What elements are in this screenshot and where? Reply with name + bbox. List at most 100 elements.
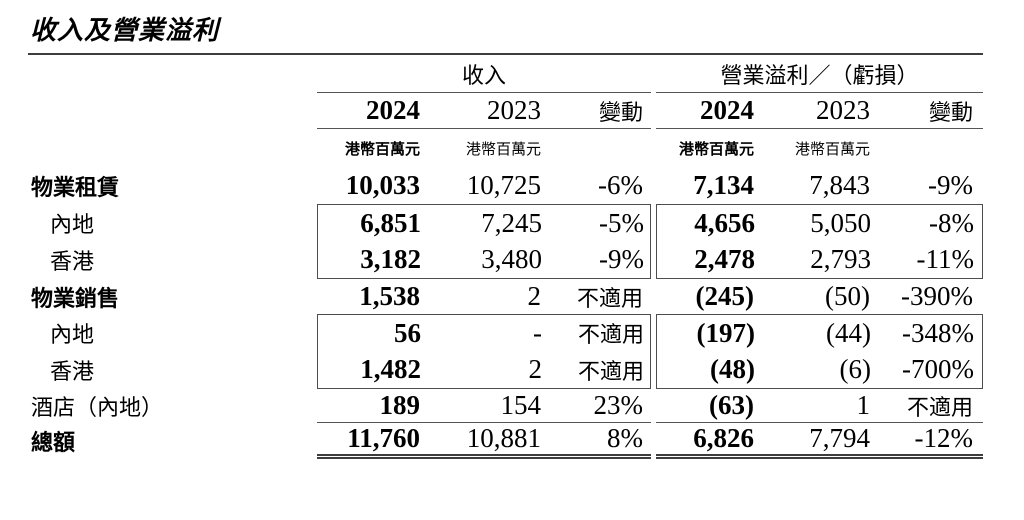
group-header-row: 收入 營業溢利／（虧損） — [28, 55, 983, 93]
profit-change-value: -9% — [928, 170, 973, 200]
group-header-profit: 營業溢利／（虧損） — [656, 55, 983, 93]
row-label: 內地 — [50, 211, 95, 237]
row-label: 香港 — [50, 249, 95, 274]
revenue-cells: 1,538 2 不適用 — [317, 279, 651, 314]
empty-cell — [870, 129, 983, 167]
revenue-cells: 3,182 3,480 -9% — [317, 241, 651, 279]
row-label: 內地 — [50, 321, 95, 347]
spacer-cell — [28, 55, 317, 93]
revenue-cells: 189 154 23% — [317, 389, 651, 422]
profit-cells: 4,656 5,050 -8% — [656, 204, 983, 241]
financial-table: 收入 營業溢利／（虧損） 2024 2023 變動 2024 2023 變動 港… — [28, 53, 983, 459]
revenue-2023-value: 3,480 — [481, 244, 542, 274]
header-revenue-2024: 2024 — [366, 95, 420, 125]
revenue-2023-value: 2 — [527, 281, 542, 311]
profit-2023-value: 7,843 — [809, 170, 870, 200]
row-label: 物業租賃 — [31, 174, 120, 200]
profit-2023-value: (6) — [839, 354, 871, 384]
revenue-2024-value: 11,760 — [347, 423, 420, 453]
revenue-2023-value: 7,245 — [481, 207, 542, 238]
profit-2023-value: 1 — [856, 390, 871, 420]
table-row-total: 總額 11,760 10,881 8% 6,826 7,794 -12% — [28, 422, 983, 459]
profit-cells: (63) 1 不適用 — [656, 389, 983, 422]
table-row-sales-mainland: 內地 56 - 不適用 (197) (44) -348% — [28, 314, 983, 351]
profit-cells: (48) (6) -700% — [656, 351, 983, 389]
profit-change-value: -348% — [902, 317, 974, 348]
page-title: 收入及營業溢利 — [30, 16, 220, 45]
profit-2023-value: (50) — [825, 281, 870, 311]
spacer-cell — [28, 129, 317, 167]
unit-revenue-2024: 港幣百萬元 — [344, 141, 420, 158]
unit-revenue-2023: 港幣百萬元 — [465, 141, 541, 158]
row-label: 香港 — [50, 359, 95, 384]
group-header-revenue: 收入 — [317, 55, 651, 93]
row-label: 物業銷售 — [31, 285, 120, 311]
revenue-2024-value: 189 — [379, 390, 421, 420]
table-row-property-leasing: 物業租賃 10,033 10,725 -6% 7,134 7,843 -9% — [28, 167, 983, 204]
profit-2024-value: (63) — [709, 390, 754, 420]
profit-2024-value: (197) — [696, 317, 755, 348]
revenue-cells: 10,033 10,725 -6% — [317, 167, 651, 204]
year-header-row: 2024 2023 變動 2024 2023 變動 — [28, 93, 983, 129]
revenue-2023-value: - — [533, 317, 542, 348]
profit-2023-value: 7,794 — [809, 423, 870, 453]
revenue-change-value: 不適用 — [577, 322, 644, 347]
revenue-cells: 1,482 2 不適用 — [317, 351, 651, 389]
revenue-2023-value: 154 — [500, 390, 542, 420]
revenue-cells: 11,760 10,881 8% — [317, 422, 651, 459]
revenue-2023-value: 2 — [528, 354, 543, 384]
revenue-change-value: 8% — [607, 423, 643, 453]
header-profit-2023: 2023 — [816, 95, 870, 125]
profit-change-value: -8% — [929, 207, 974, 238]
revenue-cells: 56 - 不適用 — [317, 314, 651, 351]
profit-change-value: -700% — [902, 354, 974, 384]
empty-cell — [541, 129, 651, 167]
revenue-change-value: 不適用 — [577, 358, 644, 384]
profit-change-value: -390% — [901, 281, 973, 311]
revenue-2023-value: 10,881 — [466, 423, 541, 453]
row-label: 總額 — [31, 429, 76, 455]
revenue-2024-value: 6,851 — [360, 207, 421, 238]
table-row-leasing-mainland: 內地 6,851 7,245 -5% 4,656 5,050 -8% — [28, 204, 983, 241]
header-profit-2024: 2024 — [700, 95, 754, 125]
table-row-leasing-hongkong: 香港 3,182 3,480 -9% 2,478 2,793 -11% — [28, 241, 983, 279]
profit-2023-value: (44) — [826, 317, 871, 348]
unit-profit-2023: 港幣百萬元 — [794, 141, 870, 158]
profit-2024-value: (245) — [695, 281, 754, 311]
profit-cells: (197) (44) -348% — [656, 314, 983, 351]
revenue-change-value: -5% — [599, 207, 644, 238]
profit-change-value: -12% — [914, 423, 973, 453]
revenue-cells: 6,851 7,245 -5% — [317, 204, 651, 241]
profit-2024-value: 7,134 — [693, 170, 754, 200]
profit-units: 港幣百萬元 港幣百萬元 — [656, 129, 983, 167]
profit-cells: 6,826 7,794 -12% — [656, 422, 983, 459]
revenue-year-headers: 2024 2023 變動 — [317, 93, 651, 129]
profit-2024-value: (48) — [710, 354, 755, 384]
header-revenue-change: 變動 — [598, 99, 643, 125]
profit-2023-value: 5,050 — [810, 207, 871, 238]
unit-row: 港幣百萬元 港幣百萬元 港幣百萬元 港幣百萬元 — [28, 129, 983, 167]
header-revenue-2023: 2023 — [487, 95, 541, 125]
unit-profit-2024: 港幣百萬元 — [678, 141, 754, 158]
table-row-sales-hongkong: 香港 1,482 2 不適用 (48) (6) -700% — [28, 351, 983, 389]
profit-2024-value: 4,656 — [694, 207, 755, 238]
table-row-hotels-mainland: 酒店（內地） 189 154 23% (63) 1 不適用 — [28, 389, 983, 422]
profit-year-headers: 2024 2023 變動 — [656, 93, 983, 129]
revenue-change-value: -6% — [598, 170, 643, 200]
profit-change-value: 不適用 — [906, 394, 973, 420]
row-label: 酒店（內地） — [31, 394, 164, 420]
revenue-2024-value: 3,182 — [360, 244, 421, 274]
spacer-cell — [28, 93, 317, 129]
revenue-2024-value: 1,538 — [359, 281, 420, 311]
revenue-units: 港幣百萬元 港幣百萬元 — [317, 129, 651, 167]
revenue-2024-value: 56 — [394, 317, 421, 348]
profit-2023-value: 2,793 — [810, 244, 871, 274]
profit-cells: (245) (50) -390% — [656, 279, 983, 314]
revenue-change-value: -9% — [599, 244, 644, 274]
revenue-2024-value: 1,482 — [360, 354, 421, 384]
revenue-2024-value: 10,033 — [345, 170, 420, 200]
header-profit-change: 變動 — [928, 99, 973, 125]
profit-cells: 2,478 2,793 -11% — [656, 241, 983, 279]
revenue-change-value: 23% — [593, 390, 644, 420]
table-row-property-sales: 物業銷售 1,538 2 不適用 (245) (50) -390% — [28, 279, 983, 314]
